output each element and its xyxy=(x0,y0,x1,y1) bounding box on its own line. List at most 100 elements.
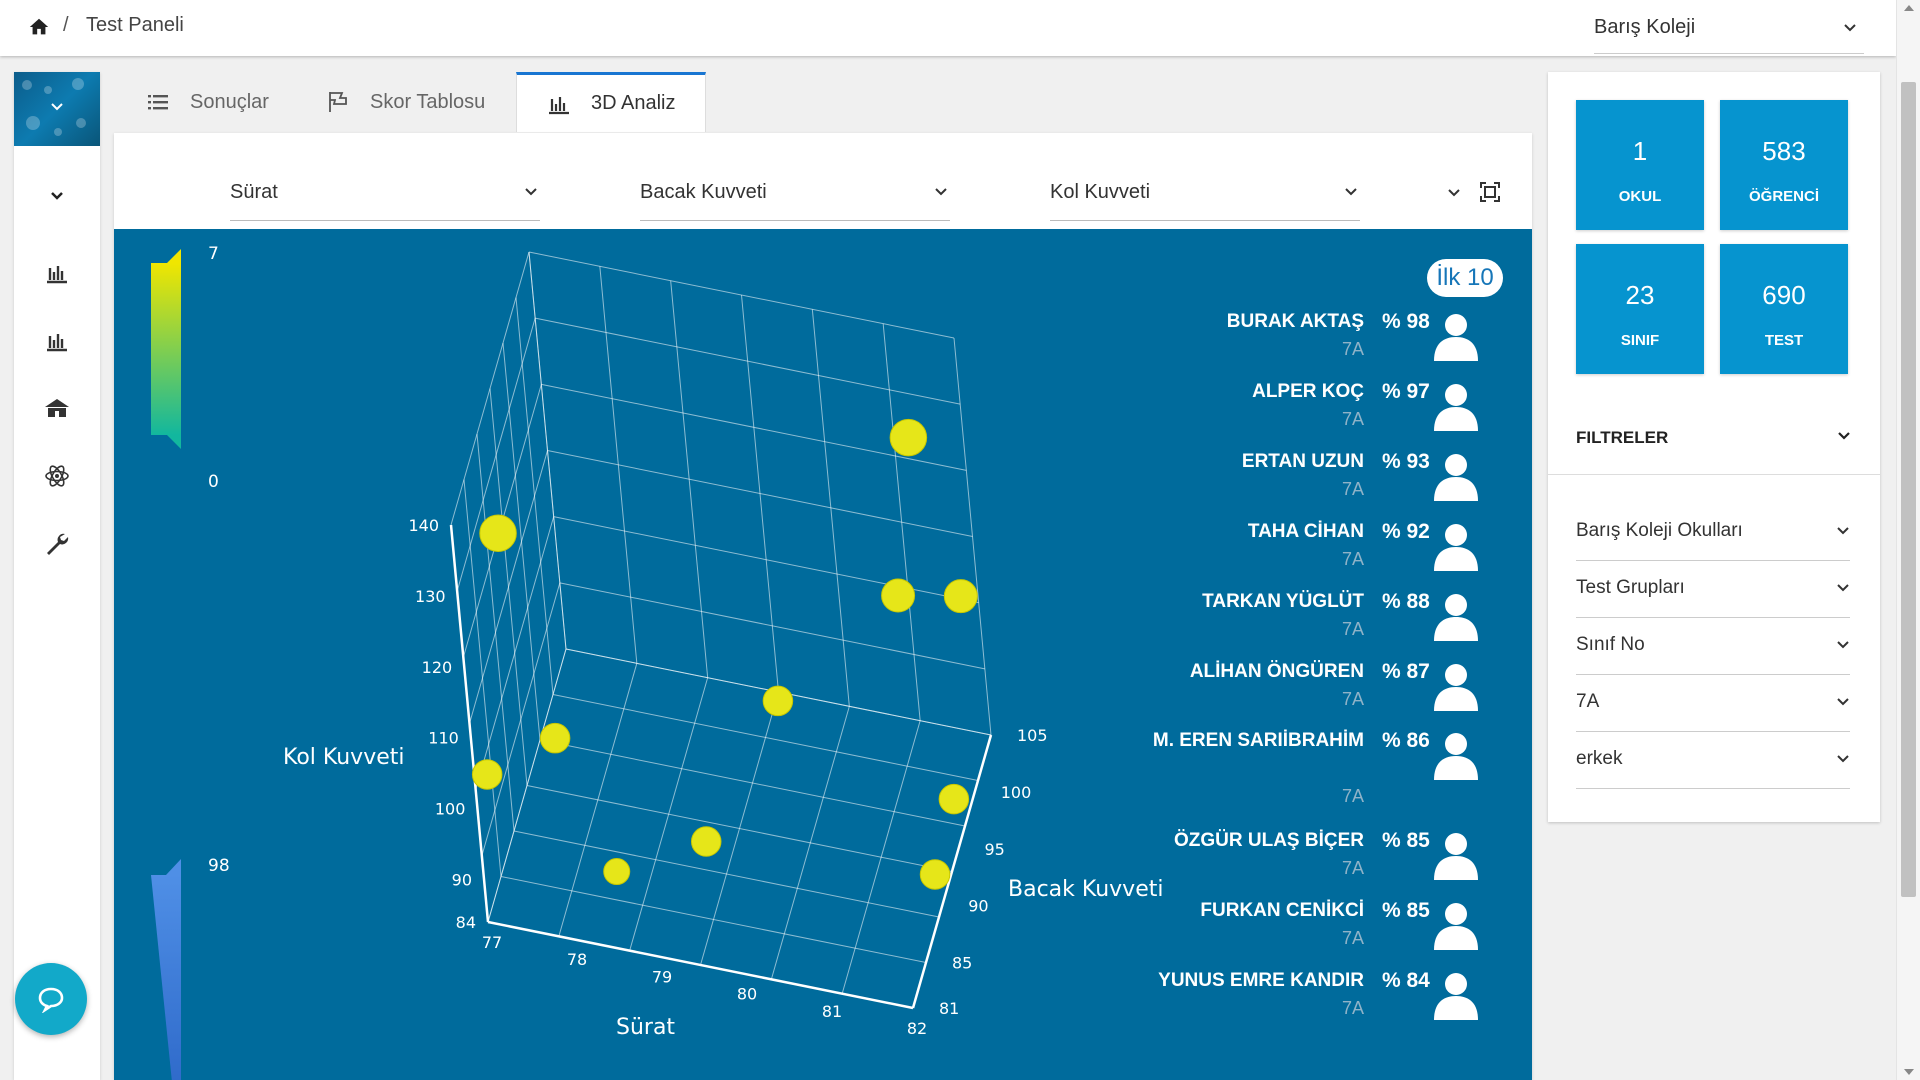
data-point[interactable] xyxy=(943,579,978,614)
x-tick-label: 81 xyxy=(822,1002,842,1021)
collapse-chevron-icon[interactable] xyxy=(43,182,71,210)
chat-button[interactable] xyxy=(15,963,87,1035)
top-10-badge[interactable]: İlk 10 xyxy=(1427,259,1503,297)
student-class: 7A xyxy=(1341,479,1364,499)
y-axis-select-value: Bacak Kuvveti xyxy=(640,181,767,203)
tab-results[interactable]: Sonuçlar xyxy=(146,72,306,132)
home-icon[interactable] xyxy=(28,16,50,38)
color-scale-max: 7 xyxy=(208,244,219,264)
size-select-chevron-icon[interactable] xyxy=(1447,186,1461,200)
data-points[interactable] xyxy=(471,418,978,890)
student-percent: % 88 xyxy=(1382,590,1430,613)
stat-value: 23 xyxy=(1625,280,1655,310)
user-avatar-icon xyxy=(1434,384,1478,431)
data-point[interactable] xyxy=(938,783,970,815)
x-axis-select[interactable]: Sürat xyxy=(230,173,540,221)
stat-label: SINIF xyxy=(1620,332,1660,349)
stat-card-test[interactable]: 690 TEST xyxy=(1720,244,1848,374)
filter-test-groups[interactable]: Test Grupları xyxy=(1576,561,1850,618)
user-avatar-icon xyxy=(1434,733,1478,780)
filter-class[interactable]: 7A xyxy=(1576,675,1850,732)
3d-scatter-plot[interactable]: 7 0 98 77 78 79 80 81 82 81 85 90 95 100 105 84 90 100… xyxy=(114,229,1532,1080)
y-tick-label: 81 xyxy=(939,999,959,1018)
scroll-down-arrow[interactable] xyxy=(1904,1069,1914,1075)
bar-chart-icon[interactable] xyxy=(43,326,71,354)
scroll-up-arrow[interactable] xyxy=(1904,5,1914,11)
x-tick-label: 77 xyxy=(482,933,502,952)
chevron-down-icon xyxy=(935,188,947,196)
student-class: 7A xyxy=(1341,689,1364,709)
filters-header[interactable]: FILTRELER xyxy=(1576,428,1852,448)
data-point[interactable] xyxy=(762,685,794,717)
grid-line xyxy=(526,785,953,872)
data-point[interactable] xyxy=(919,859,951,890)
y-tick-label: 100 xyxy=(1001,783,1032,802)
color-scale: 7 0 xyxy=(151,244,219,492)
student-class: 7A xyxy=(1341,619,1364,639)
z-tick-label: 120 xyxy=(422,658,453,677)
vertical-scrollbar[interactable] xyxy=(1896,0,1920,1080)
y-axis-select[interactable]: Bacak Kuvveti xyxy=(640,173,950,221)
chat-bubble-icon xyxy=(38,987,64,1013)
y-axis-label: Bacak Kuvveti xyxy=(1008,877,1163,902)
filter-class-no[interactable]: Sınıf No xyxy=(1576,618,1850,675)
data-point[interactable] xyxy=(690,826,722,857)
z-axis-select[interactable]: Kol Kuvveti xyxy=(1050,173,1360,221)
size-scale-max: 98 xyxy=(208,856,230,876)
data-point[interactable] xyxy=(479,514,517,552)
student-name: ÖZGÜR ULAŞ BİÇER xyxy=(1174,830,1364,851)
stat-card-class[interactable]: 23 SINIF xyxy=(1576,244,1704,374)
student-row[interactable]: TAHA CİHAN % 92 7A xyxy=(1094,517,1524,581)
student-row[interactable]: FURKAN CENİKCİ % 85 7A xyxy=(1094,896,1524,960)
data-point[interactable] xyxy=(603,858,631,886)
student-row[interactable]: YUNUS EMRE KANDIR % 84 7A xyxy=(1094,966,1524,1030)
filter-gender[interactable]: erkek xyxy=(1576,732,1850,789)
stat-value: 583 xyxy=(1762,136,1806,166)
data-point[interactable] xyxy=(889,418,928,457)
tab-3d-analysis[interactable]: 3D Analiz xyxy=(516,72,706,132)
z-tick-label: 90 xyxy=(452,870,472,889)
student-row[interactable]: ÖZGÜR ULAŞ BİÇER % 85 7A xyxy=(1094,826,1524,890)
bar-chart-icon[interactable] xyxy=(43,258,71,286)
student-class: 7A xyxy=(1341,858,1364,878)
student-row[interactable]: ALPER KOÇ % 97 7A xyxy=(1094,377,1524,441)
plot-canvas[interactable]: 7 0 98 77 78 79 80 81 82 81 85 90 95 100 105 84 90 100… xyxy=(114,229,1532,1080)
stat-card-student[interactable]: 583 ÖĞRENCİ xyxy=(1720,100,1848,230)
wrench-icon[interactable] xyxy=(43,530,71,558)
student-row[interactable]: BURAK AKTAŞ % 98 7A xyxy=(1094,307,1524,371)
user-avatar-icon xyxy=(1434,594,1478,641)
filter-value: 7A xyxy=(1576,691,1600,712)
school-select[interactable]: Barış Koleji xyxy=(1594,8,1864,54)
z-tick-label: 130 xyxy=(415,587,446,606)
data-point[interactable] xyxy=(539,722,571,754)
school-icon[interactable] xyxy=(43,394,71,422)
stat-card-school[interactable]: 1 OKUL xyxy=(1576,100,1704,230)
chevron-down-icon xyxy=(1837,641,1849,649)
student-row[interactable]: ALİHAN ÖNGÜREN % 87 7A xyxy=(1094,657,1524,721)
student-percent: % 85 xyxy=(1382,899,1430,922)
filter-value: erkek xyxy=(1576,748,1623,769)
student-percent: % 86 xyxy=(1382,729,1430,752)
tab-scoreboard[interactable]: Skor Tablosu xyxy=(326,72,506,132)
scrollbar-thumb[interactable] xyxy=(1901,82,1916,897)
chevron-down-icon xyxy=(1837,584,1849,592)
data-point[interactable] xyxy=(881,578,916,613)
grid-line xyxy=(528,251,567,650)
color-scale-min: 0 xyxy=(208,472,219,492)
student-row[interactable]: TARKAN YÜGLÜT % 88 7A xyxy=(1094,587,1524,651)
fullscreen-icon[interactable] xyxy=(1479,181,1501,203)
z-tick-label: 110 xyxy=(428,729,459,748)
student-row[interactable]: ERTAN UZUN % 93 7A xyxy=(1094,447,1524,511)
grid-line xyxy=(547,450,973,537)
filter-school-group[interactable]: Barış Koleji Okulları xyxy=(1576,504,1850,561)
student-name: FURKAN CENİKCİ xyxy=(1200,900,1364,921)
student-class: 7A xyxy=(1341,339,1364,359)
tab-results-label: Sonuçlar xyxy=(190,90,269,113)
data-point[interactable] xyxy=(471,759,503,790)
atom-icon[interactable] xyxy=(43,462,71,490)
analysis-panel: Sürat Bacak Kuvveti Kol Kuvveti xyxy=(114,133,1532,1080)
student-percent: % 85 xyxy=(1382,829,1430,852)
student-row[interactable]: M. EREN SARIİBRAHİM % 86 7A xyxy=(1094,726,1524,818)
z-tick-label: 140 xyxy=(408,516,439,535)
school-logo[interactable] xyxy=(14,72,100,146)
